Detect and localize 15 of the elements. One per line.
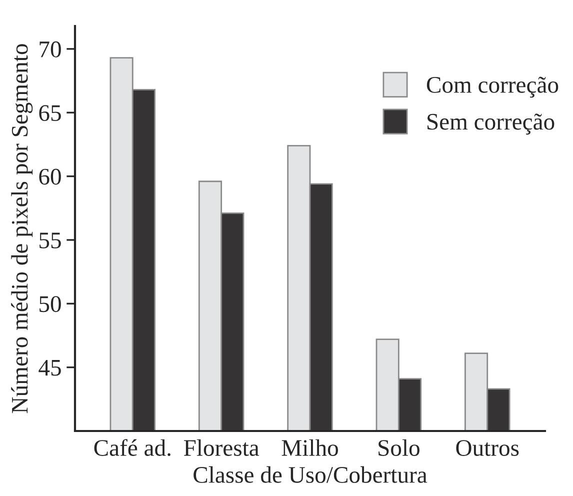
y-tick-label: 70 [40, 41, 61, 58]
legend-label: Com correção [426, 76, 558, 98]
x-tick-label: Solo [378, 439, 420, 456]
x-axis-title: Classe de Uso/Cobertura [194, 466, 428, 483]
y-tick-label: 45 [38, 360, 61, 376]
x-tick-label: Café ad. [94, 439, 170, 456]
y-tick-label: 50 [40, 296, 61, 312]
x-tick-label: Outros [456, 440, 519, 456]
y-tick-label: 55 [40, 232, 61, 248]
legend-label: Sem correção [428, 114, 554, 135]
x-tick-label: Milho [282, 439, 338, 456]
y-tick-label: 65 [39, 105, 61, 122]
y-tick-label: 60 [39, 168, 61, 185]
y-axis-title: Número médio de pixels por Segmento [11, 44, 33, 414]
x-tick-label: Floresta [184, 439, 260, 456]
